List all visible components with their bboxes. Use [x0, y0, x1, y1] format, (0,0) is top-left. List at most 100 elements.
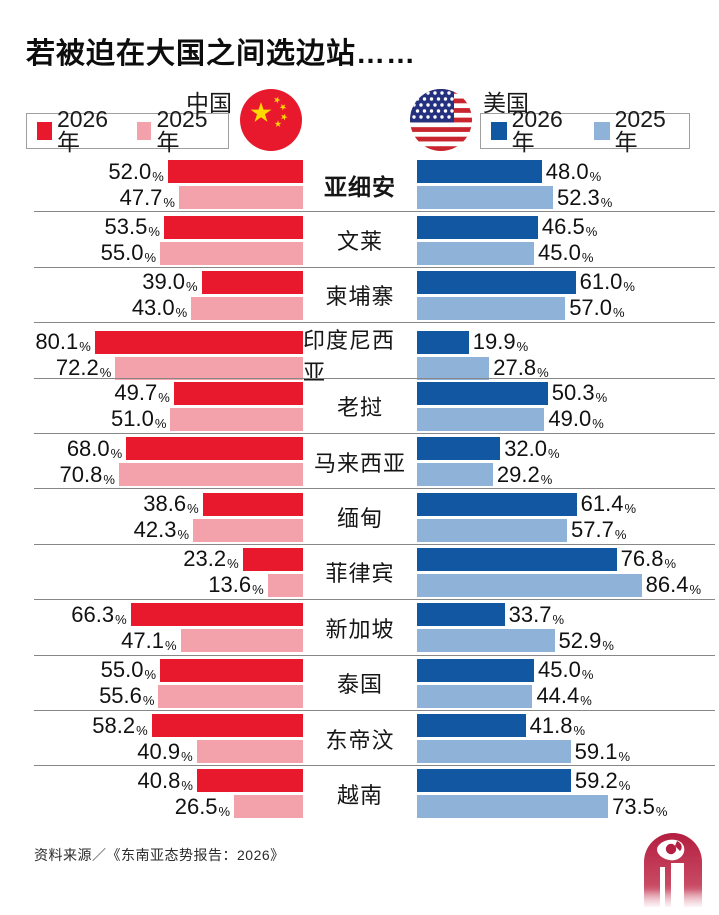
country-row: 40.8% 26.5% 越南 59.2% 73.5%: [0, 766, 719, 821]
bar-us_2026: [417, 160, 542, 184]
country-label: 马来西亚: [313, 450, 406, 476]
value-label-us_2025: 52.9%: [558, 627, 614, 653]
value-label-china_2026: 38.6%: [143, 491, 199, 517]
value-label-china_2026: 52.0%: [108, 158, 164, 184]
bar-china_2025: [196, 740, 303, 764]
bar-line-china_2025: 51.0%: [0, 406, 303, 432]
bar-line-china_2026: 52.0%: [0, 158, 303, 184]
country-label: 菲律宾: [325, 561, 395, 587]
bar-line-us_2026: 19.9%: [417, 330, 719, 354]
bar-line-china_2025: 47.1%: [0, 627, 303, 653]
value-label-china_2026: 53.5%: [104, 214, 160, 240]
bar-us_2025: [417, 518, 568, 542]
value-label-china_2026: 49.7%: [114, 380, 170, 406]
country-row: 66.3% 47.1% 新加坡 33.7% 52.9%: [0, 600, 719, 656]
china-bars-cell: 58.2% 40.9%: [0, 711, 303, 766]
bar-line-us_2025: 52.9%: [417, 627, 719, 653]
china-legend-2026: 2026年: [37, 108, 119, 154]
bar-china_2025: [115, 356, 303, 380]
bar-us_2026: [417, 270, 576, 294]
bar-china_2025: [193, 518, 303, 542]
bar-line-us_2026: 76.8%: [417, 546, 719, 572]
value-label-us_2026: 76.8%: [620, 546, 677, 572]
bar-china_2026: [167, 160, 303, 184]
value-label-china_2026: 66.3%: [71, 601, 127, 627]
value-label-china_2026: 39.0%: [142, 269, 198, 295]
value-label-us_2026: 45.0%: [538, 657, 594, 683]
usa-bars-cell: 33.7% 52.9%: [417, 600, 719, 655]
country-label: 东帝汶: [325, 727, 395, 753]
value-label-us_2025: 57.7%: [571, 517, 627, 543]
china-group-label: 中国: [186, 90, 232, 116]
bar-us_2025: [417, 573, 642, 597]
bar-line-china_2026: 58.2%: [0, 714, 303, 738]
value-label-china_2025: 51.0%: [111, 406, 167, 432]
usa-bars-cell: 76.8% 86.4%: [417, 545, 719, 600]
usa-bars-cell: 41.8% 59.1%: [417, 711, 719, 766]
bar-china_2026: [196, 769, 303, 793]
usa-bars-cell: 46.5% 45.0%: [417, 212, 719, 267]
china-legend-2025: 2025年: [136, 108, 219, 154]
bar-line-china_2025: 55.0%: [0, 241, 303, 265]
usa-2025-swatch: [594, 122, 610, 140]
value-label-us_2025: 29.2%: [496, 461, 553, 487]
bar-line-us_2025: 44.4%: [417, 683, 719, 709]
value-label-us_2026: 61.4%: [580, 491, 637, 517]
bar-china_2026: [202, 492, 303, 516]
bar-us_2026: [417, 658, 534, 682]
bar-china_2026: [160, 658, 303, 682]
bar-line-china_2026: 49.7%: [0, 380, 303, 406]
country-label: 老挝: [336, 395, 383, 421]
value-label-us_2026: 50.3%: [551, 380, 608, 406]
value-label-china_2026: 40.8%: [137, 767, 193, 793]
value-label-us_2025: 59.1%: [574, 738, 631, 764]
country-label: 亚细安: [324, 173, 396, 200]
value-label-china_2025: 70.8%: [59, 461, 115, 487]
china-2026-swatch: [37, 122, 52, 140]
china-bars-cell: 66.3% 47.1%: [0, 600, 303, 655]
bar-line-us_2026: 45.0%: [417, 657, 719, 683]
usa-2026-label: 2026年: [511, 106, 563, 155]
country-label: 柬埔寨: [325, 284, 395, 310]
bar-us_2025: [417, 795, 609, 819]
bar-line-china_2025: 43.0%: [0, 295, 303, 321]
bar-line-china_2025: 47.7%: [0, 186, 303, 210]
country-row: 52.0% 47.7% 亚细安 48.0% 52.3%: [0, 157, 719, 213]
bar-us_2026: [417, 330, 469, 354]
bar-china_2025: [180, 629, 303, 653]
bar-us_2025: [417, 684, 533, 708]
china-flag-icon: [240, 89, 302, 151]
bar-us_2025: [417, 296, 566, 320]
value-label-us_2025: 49.0%: [548, 406, 604, 432]
bar-us_2025: [417, 186, 553, 210]
country-label: 印度尼西亚: [303, 328, 396, 386]
bar-line-us_2025: 45.0%: [417, 241, 719, 265]
value-label-us_2026: 61.0%: [579, 269, 635, 295]
bar-china_2026: [151, 714, 303, 738]
usa-2025-label: 2025年: [614, 106, 666, 155]
bar-line-china_2025: 26.5%: [0, 795, 303, 819]
country-row: 49.7% 51.0% 老挝 50.3% 49.0%: [0, 379, 719, 435]
bar-line-china_2026: 68.0%: [0, 437, 303, 461]
bar-line-us_2026: 61.0%: [417, 269, 719, 295]
bar-china_2026: [94, 330, 303, 354]
bar-china_2025: [178, 186, 303, 210]
bar-china_2026: [201, 270, 303, 294]
bar-china_2026: [126, 437, 303, 461]
usa-legend-2026: 2026年: [491, 108, 576, 154]
value-label-us_2026: 33.7%: [508, 601, 564, 627]
value-label-china_2025: 43.0%: [131, 295, 188, 321]
china-legend: 2026年 2025年: [26, 108, 229, 154]
bar-line-china_2026: 55.0%: [0, 658, 303, 682]
value-label-us_2025: 44.4%: [536, 683, 592, 709]
bar-line-us_2026: 46.5%: [417, 215, 719, 239]
bar-line-us_2026: 50.3%: [417, 380, 719, 406]
bar-us_2025: [417, 407, 545, 431]
bar-china_2025: [191, 296, 303, 320]
value-label-china_2025: 47.1%: [121, 627, 177, 653]
country-row: 80.1% 72.2% 印度尼西亚 19.9% 27.8%: [0, 323, 719, 385]
country-row: 38.6% 42.3% 缅甸 61.4% 57.7%: [0, 489, 719, 546]
bar-us_2025: [417, 740, 571, 764]
usa-bars-cell: 19.9% 27.8%: [417, 323, 719, 387]
